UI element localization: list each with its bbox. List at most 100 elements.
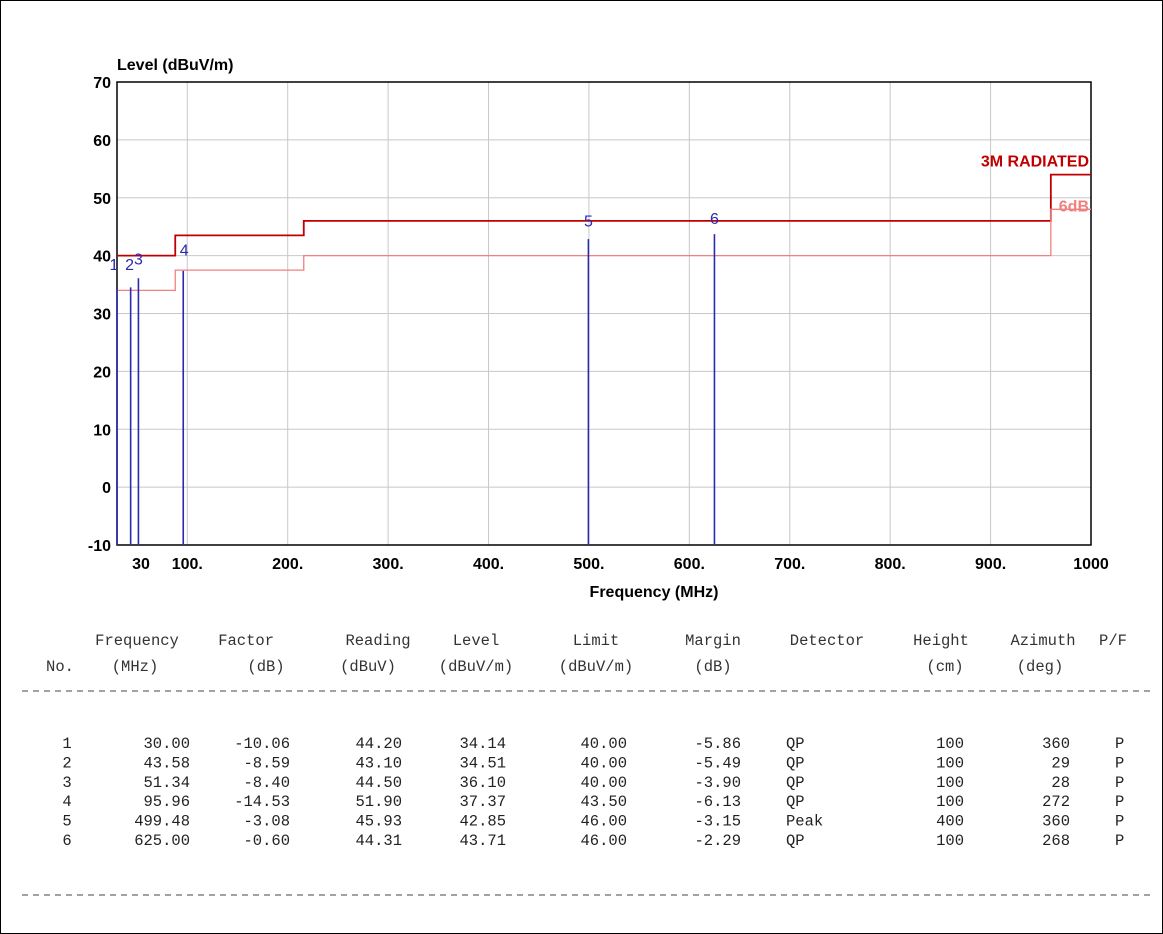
table-cell: 400 [936,813,964,831]
table-header: (dBuV) [340,658,396,676]
x-tick-label: 600. [674,556,705,573]
table-cell: P [1115,793,1124,811]
table-header: Factor [218,632,274,650]
y-tick-label: 60 [93,133,111,150]
table-cell: -2.29 [694,832,741,850]
table-cell: -0.60 [243,832,290,850]
table-header: (cm) [926,658,963,676]
table-header: Limit [573,632,620,650]
table-header: Detector [790,632,864,650]
table-cell: 272 [1042,793,1070,811]
marker-label: 3 [134,251,143,268]
chart-grid [117,82,1091,545]
table-row: 1 30.00 -10.06 44.20 34.14 40.00 -5.86 QP 100 360… [62,735,1124,753]
table-header: Frequency [95,632,179,650]
table-cell: -5.49 [694,754,741,772]
table-cell: -3.90 [694,774,741,792]
table-cell: P [1115,735,1124,753]
table-cell: 37.37 [459,793,506,811]
x-tick-label: 100. [172,556,203,573]
table-header: (deg) [1017,658,1064,676]
table-cell: QP [786,754,805,772]
table-header: Azimuth [1010,632,1075,650]
table-cell: 51.34 [143,774,190,792]
limit-label: 3M RADIATED [981,154,1089,171]
table-cell: -3.15 [694,813,741,831]
marker-label: 4 [180,243,189,260]
table-cell: 1 [62,735,71,753]
table-cell: -5.86 [694,735,741,753]
table-cell: 360 [1042,735,1070,753]
table-cell: -6.13 [694,793,741,811]
table-cell: P [1115,832,1124,850]
table-cell: P [1115,754,1124,772]
table-row: 4 95.96 -14.53 51.90 37.37 43.50 -6.13 QP 100 272… [62,793,1124,811]
x-tick-label: 800. [875,556,906,573]
table-cell: 30.00 [143,735,190,753]
limit-line [117,208,1091,292]
table-header: Reading [345,632,410,650]
table-header: (dB) [247,658,284,676]
table-row: 6 625.00 -0.60 44.31 43.71 46.00 -2.29 QP 100 268… [62,832,1124,850]
table-cell: 36.10 [459,774,506,792]
limit-label: 6dB [1059,198,1089,215]
chart-ticks: 30 100. 200. 300. 400. 500. 600. 700. 800. 900. 10… [88,75,1109,573]
x-axis-title: Frequency (MHz) [590,584,719,601]
table-cell: 29 [1051,754,1070,772]
table-header: (dBuV/m) [559,658,633,676]
table-cell: 43.71 [459,832,506,850]
table-header: Level [453,632,500,650]
y-tick-label: 50 [93,191,111,208]
table-cell: 100 [936,793,964,811]
table-cell: QP [786,774,805,792]
table-cell: 95.96 [143,793,190,811]
table-header: Height [913,632,969,650]
table-cell: 46.00 [580,832,627,850]
table-cell: 40.00 [580,754,627,772]
y-tick-label: 20 [93,364,111,381]
limit-line [117,173,1091,257]
table-cell: QP [786,793,805,811]
table-cell: -8.40 [243,774,290,792]
table-cell: 40.00 [580,774,627,792]
x-tick-label: 500. [573,556,604,573]
table-cell: 34.51 [459,754,506,772]
marker-label: 6 [710,211,719,228]
chart-title: Level (dBuV/m) [117,57,233,74]
table-cell: 44.31 [355,832,402,850]
x-tick-label: 200. [272,556,303,573]
y-tick-label: 40 [93,249,111,266]
table-cell: -3.08 [243,813,290,831]
table-cell: 100 [936,735,964,753]
table-cell: 6 [62,832,71,850]
x-tick-label: 700. [774,556,805,573]
y-tick-label: 70 [93,75,111,92]
table-header: P/F [1099,632,1127,650]
table-cell: 3 [62,774,71,792]
table-cell: 42.85 [459,813,506,831]
marker-label: 1 [110,257,119,274]
table-cell: -8.59 [243,754,290,772]
table-cell: 5 [62,813,71,831]
chart-series: 3M RADIATED 6dB [117,154,1091,292]
table-cell: 43.58 [143,754,190,772]
table-row: 5 499.48 -3.08 45.93 42.85 46.00 -3.15 Peak 400 3… [62,813,1124,831]
table-row: 2 43.58 -8.59 43.10 34.51 40.00 -5.49 QP 100 29 P [62,754,1124,772]
table-cell: 100 [936,832,964,850]
table-cell: 46.00 [580,813,627,831]
table-cell: Peak [786,813,823,831]
table-cell: 45.93 [355,813,402,831]
table-cell: P [1115,774,1124,792]
x-tick-label: 30 [132,556,150,573]
table-cell: -10.06 [234,735,290,753]
table-cell: P [1115,813,1124,831]
table-cell: 51.90 [355,793,402,811]
table-cell: -14.53 [234,793,290,811]
table-cell: 360 [1042,813,1070,831]
table-cell: 499.48 [134,813,190,831]
table-cell: 44.50 [355,774,402,792]
table-cell: QP [786,832,805,850]
marker-label: 5 [584,214,593,231]
table-header: No. [46,658,74,676]
y-tick-label: 10 [93,422,111,439]
